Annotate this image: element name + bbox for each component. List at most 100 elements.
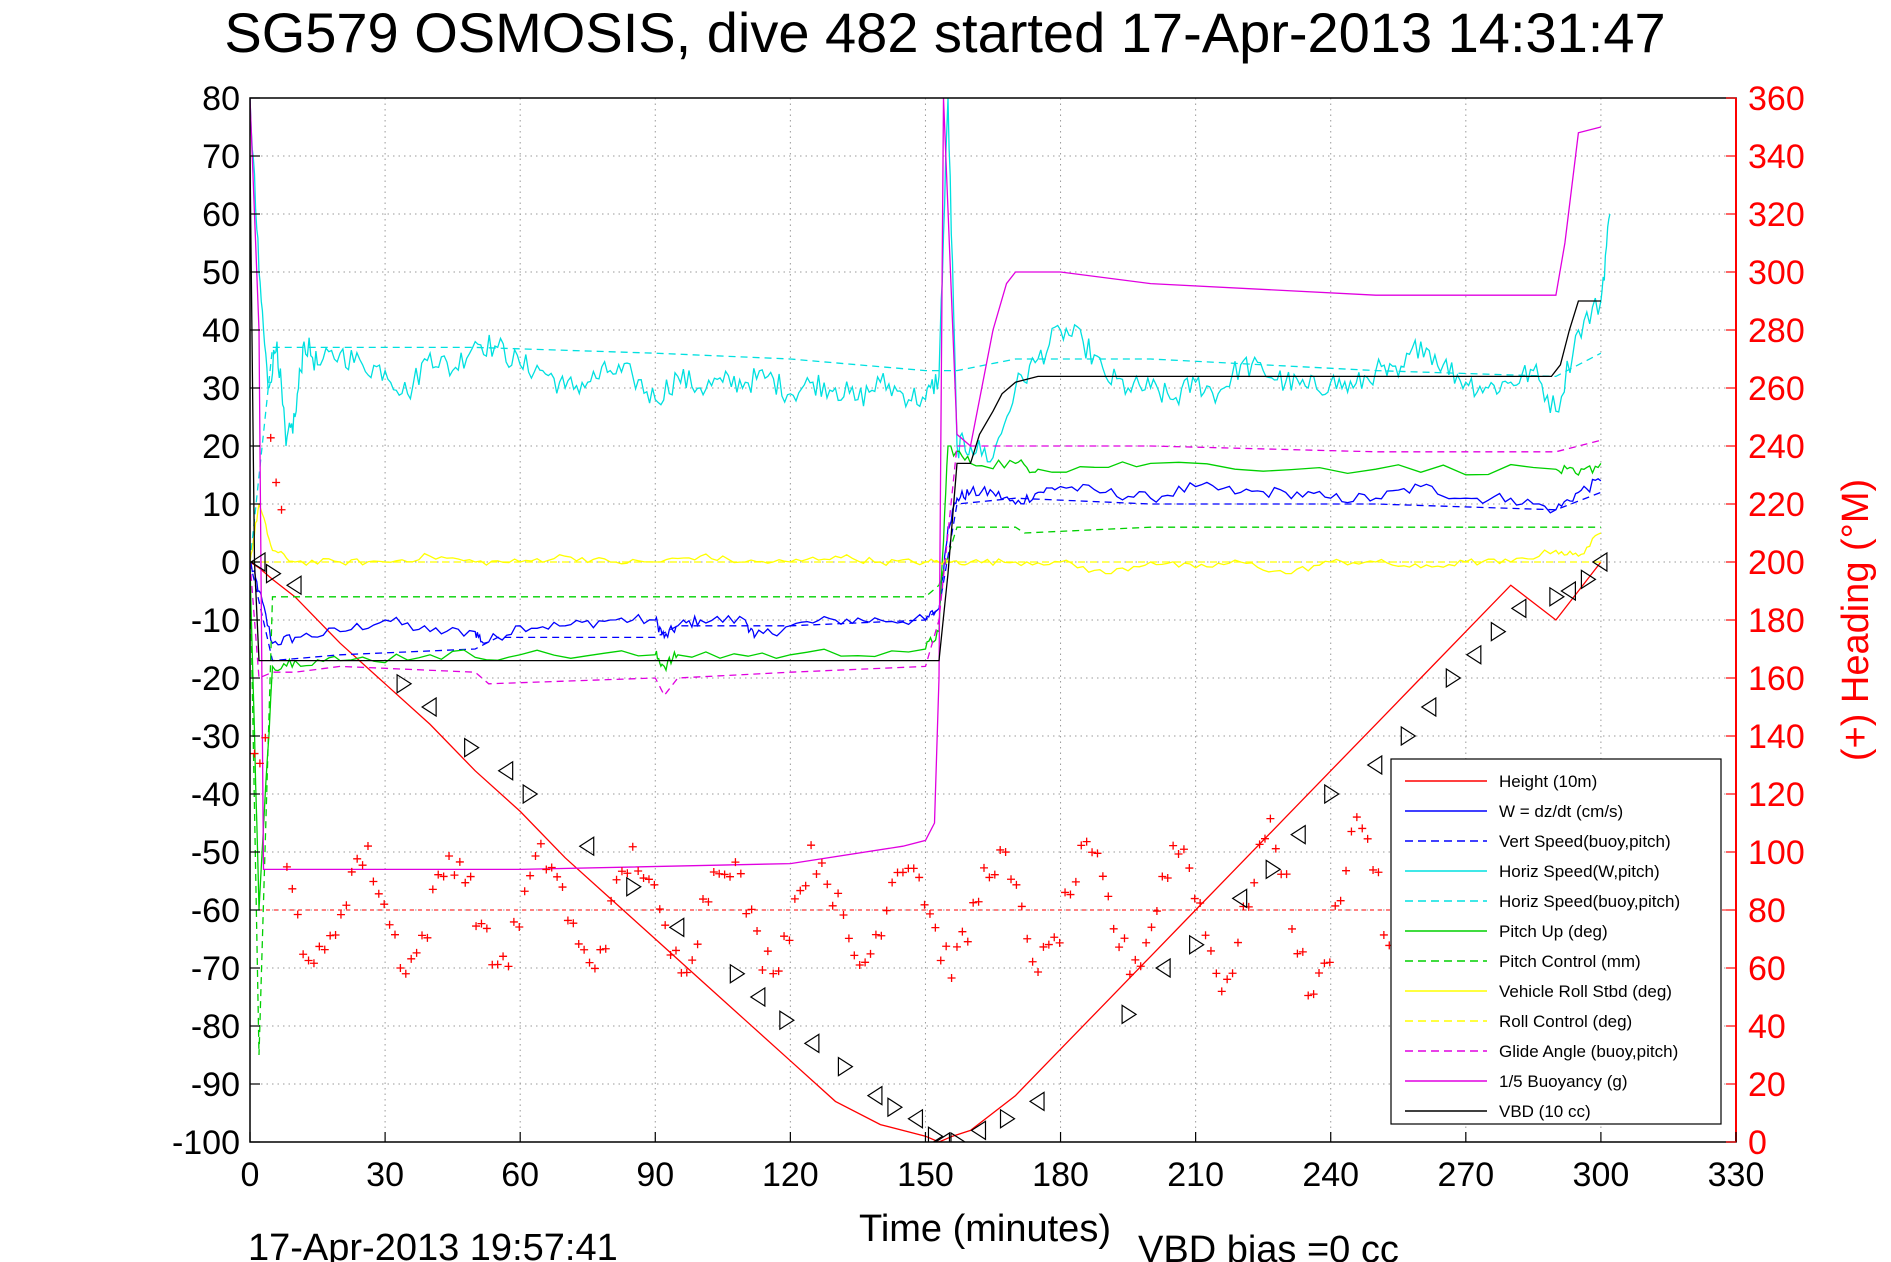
y2-tick-label: 320 [1748,196,1805,234]
x-tick-label: 240 [1302,1156,1359,1194]
heading-point [936,956,945,965]
heading-point [282,862,291,871]
heading-point [958,927,967,936]
heading-point [288,884,297,893]
heading-point [401,969,410,978]
y-tick-label: 0 [221,544,240,582]
heading-point [742,909,751,918]
legend-label: Pitch Up (deg) [1499,922,1608,941]
heading-point [1071,877,1080,886]
heading-point [515,923,524,932]
time-marker [803,1033,820,1054]
heading-point [688,956,697,965]
heading-point [445,851,454,860]
heading-point [1288,924,1296,933]
heading-point [277,505,286,514]
heading-point [418,931,427,940]
heading-point [682,968,691,977]
x-tick-label: 330 [1708,1156,1765,1194]
heading-point [569,919,578,928]
time-marker [1580,569,1597,590]
heading-point [1077,841,1086,850]
heading-point [655,905,664,914]
time-marker [626,876,642,897]
heading-point [709,867,718,876]
legend-label: Vert Speed(buoy,pitch) [1499,832,1671,851]
heading-point [855,961,864,970]
heading-point [607,896,616,905]
heading-point [985,873,994,882]
heading-point [1282,870,1291,879]
heading-point [472,922,481,931]
heading-point [558,883,567,892]
heading-point [1352,813,1361,822]
legend-label: Vehicle Roll Stbd (deg) [1499,982,1672,1001]
heading-point [1082,837,1091,846]
time-marker [1366,754,1383,776]
y2-tick-label: 280 [1748,312,1805,350]
heading-point [1044,940,1053,949]
series-line [250,526,1601,1056]
x-tick-label: 90 [636,1156,674,1194]
y-tick-label: 20 [202,428,240,466]
time-marker [887,1097,904,1118]
heading-point [612,875,621,884]
y2-tick-label: 180 [1748,602,1805,640]
time-marker [1400,725,1417,747]
heading-point [920,900,929,909]
heading-point [509,917,518,926]
heading-point [639,874,648,883]
heading-point [1185,864,1194,873]
time-marker [866,1085,883,1106]
heading-point [363,842,372,851]
time-marker [1155,957,1171,979]
heading-point [661,921,670,930]
y-tick-label: 50 [202,254,240,292]
legend: Height (10m) W = dz/dt (cm/s) Vert Speed(b… [1390,758,1722,1125]
time-marker [250,551,266,573]
heading-point [1001,848,1010,857]
time-marker [927,1126,944,1142]
x-axis: 0 30 60 90 120 150 180 210 240 270 300 330 [241,1132,1765,1194]
time-marker [1445,667,1462,689]
time-marker [999,1108,1016,1129]
heading-point [915,873,924,882]
y2-tick-label: 340 [1748,138,1805,176]
heading-point [942,942,951,951]
y-tick-label: 70 [202,138,240,176]
heading-point [369,877,378,886]
heading-point [801,881,810,890]
heading-point [780,932,789,941]
heading-point [1379,930,1388,939]
y-tick-label: 10 [202,486,240,524]
time-marker [1490,621,1507,642]
plot-area [250,98,1736,1142]
time-marker [1028,1091,1045,1112]
legend-box [1390,758,1722,1125]
heading-point [947,973,956,982]
heading-point [1260,834,1269,843]
heading-point [1120,934,1129,943]
time-marker [522,783,539,805]
heading-point [1271,844,1280,853]
time-marker [1189,934,1205,955]
heading-point [1131,955,1140,964]
time-marker [265,563,282,584]
heading-point [342,901,351,910]
series-line [250,439,1602,697]
heading-point [1320,959,1329,968]
heading-point [1331,901,1340,910]
heading-point [428,885,437,894]
y-tick-label: 60 [202,196,240,234]
heading-point [623,869,632,878]
heading-point [925,909,934,918]
y2-tick-label: 140 [1748,718,1805,756]
time-marker [1324,783,1340,805]
heading-point [1158,872,1167,881]
heading-point [969,898,978,907]
heading-point [1039,942,1048,951]
heading-point [747,905,756,914]
series-line [250,491,1602,662]
heading-point [1093,849,1102,858]
